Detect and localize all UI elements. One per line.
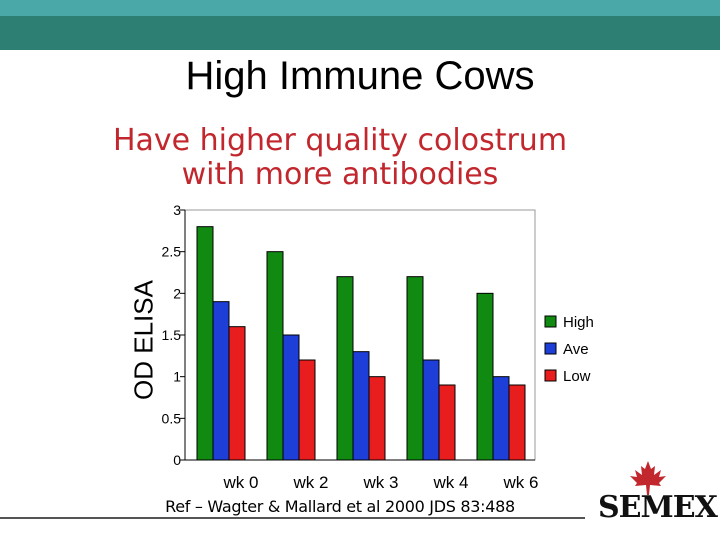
bar-high-wk6	[476, 292, 494, 461]
y-tick-label: 0	[173, 452, 181, 468]
y-tick-label: 0.5	[162, 410, 182, 426]
y-tick-label: 2	[173, 285, 181, 301]
bar-ave-wk3	[352, 351, 370, 461]
bar-ave-wk6	[492, 376, 510, 461]
top-banner	[0, 0, 720, 50]
bar-low-wk6	[508, 384, 526, 461]
reference-citation: Ref – Wagter & Mallard et al 2000 JDS 83…	[165, 497, 515, 516]
legend-label-ave: Ave	[563, 341, 589, 358]
bar-high-wk3	[336, 276, 354, 461]
bar-low-wk0	[228, 326, 246, 461]
bar-ave-wk0	[212, 301, 230, 461]
legend-swatch-ave	[544, 342, 557, 355]
footer-divider	[0, 517, 585, 519]
y-tick-label: 3	[173, 202, 181, 218]
x-category-label: wk 6	[503, 473, 539, 492]
slide-title: High Immune Cows	[185, 54, 535, 98]
bar-high-wk4	[406, 276, 424, 461]
x-category-label: wk 2	[293, 473, 329, 492]
bar-ave-wk2	[282, 334, 300, 461]
bar-low-wk4	[438, 384, 456, 461]
top-banner-dark	[0, 16, 720, 50]
bar-high-wk2	[266, 251, 284, 461]
y-tick-label: 1	[173, 369, 181, 385]
legend-swatch-low	[544, 369, 557, 382]
logo-wordmark: SEMEX	[598, 490, 718, 525]
x-category-label: wk 0	[223, 473, 259, 492]
bar-high-wk0	[196, 226, 214, 461]
maple-leaf-icon	[630, 461, 666, 495]
bar-low-wk3	[368, 376, 386, 461]
bar-low-wk2	[298, 359, 316, 461]
legend-swatch-high	[544, 315, 557, 328]
x-category-label: wk 3	[363, 473, 399, 492]
top-banner-light	[0, 0, 720, 16]
legend-label-high: High	[563, 314, 594, 331]
legend-label-low: Low	[563, 368, 591, 385]
x-category-label: wk 4	[433, 473, 469, 492]
bar-ave-wk4	[422, 359, 440, 461]
y-tick-label: 2.5	[162, 244, 182, 260]
semex-logo: SEMEX	[598, 460, 718, 525]
slide-subtitle: Have higher quality colostrum with more …	[112, 123, 568, 192]
y-tick-label: 1.5	[162, 327, 182, 343]
